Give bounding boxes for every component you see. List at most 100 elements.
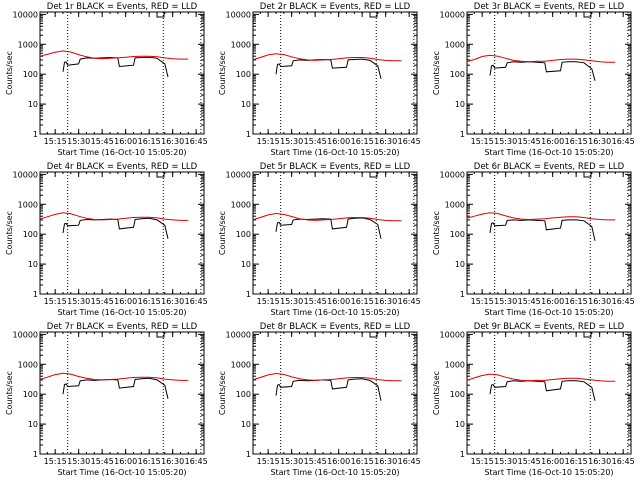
- lld-series-line: [39, 50, 189, 60]
- x-tick-label: 16:30: [374, 457, 397, 466]
- x-axis-label: Start Time (16-Oct-10 15:05:20): [57, 148, 186, 157]
- panel-title: Det 6r BLACK = Events, RED = LLD: [474, 162, 625, 172]
- x-tick-label: 15:45: [304, 297, 327, 306]
- lld-series-line: [39, 212, 189, 221]
- x-tick-label: 16:45: [185, 297, 208, 306]
- chart-panel-3: Det 3r BLACK = Events, RED = LLD 1 10 100 10…: [432, 2, 635, 157]
- y-axis-label: Counts/sec: [218, 371, 227, 415]
- plot-frame: [252, 171, 418, 295]
- y-tick-label: 10: [241, 100, 251, 109]
- x-tick-label: 16:30: [588, 457, 611, 466]
- y-tick-label: 1: [246, 130, 251, 139]
- y-tick-label: 1000: [18, 40, 38, 49]
- plot-frame: [39, 11, 205, 135]
- top-marker: [583, 12, 592, 18]
- x-tick-label: 15:45: [518, 137, 541, 146]
- x-tick-label: 15:45: [91, 137, 114, 146]
- y-tick-label: 1: [33, 290, 38, 299]
- x-tick-label: 16:45: [185, 457, 208, 466]
- events-series-line: [62, 217, 169, 239]
- x-tick-label: 16:30: [374, 297, 397, 306]
- x-tick-label: 15:15: [257, 297, 280, 306]
- x-tick-label: 16:45: [612, 297, 635, 306]
- x-tick-label: 16:30: [588, 137, 611, 146]
- events-series-line: [275, 217, 382, 239]
- y-axis-label: Counts/sec: [218, 211, 227, 255]
- y-axis-label: Counts/sec: [432, 371, 441, 415]
- chart-panel-9: Det 9r BLACK = Events, RED = LLD 1 10 100 10…: [432, 322, 635, 477]
- y-tick-label: 10: [28, 260, 38, 269]
- y-tick-label: 10000: [13, 330, 38, 339]
- y-tick-label: 10: [28, 100, 38, 109]
- y-tick-label: 100: [450, 390, 465, 399]
- x-tick-label: 16:30: [161, 137, 184, 146]
- panel-title: Det 2r BLACK = Events, RED = LLD: [260, 2, 411, 12]
- x-tick-label: 15:15: [257, 457, 280, 466]
- y-tick-label: 1000: [445, 40, 465, 49]
- lld-series-line: [39, 372, 189, 381]
- events-series-line: [489, 219, 596, 241]
- panel-title: Det 4r BLACK = Events, RED = LLD: [47, 162, 198, 172]
- x-tick-label: 16:45: [612, 457, 635, 466]
- x-tick-label: 16:15: [138, 297, 161, 306]
- y-axis-label: Counts/sec: [432, 211, 441, 255]
- plot-frame: [466, 331, 632, 455]
- events-series-line: [275, 58, 382, 79]
- panel-title: Det 8r BLACK = Events, RED = LLD: [260, 322, 411, 332]
- y-tick-label: 10000: [13, 170, 38, 179]
- x-tick-label: 16:00: [114, 137, 137, 146]
- x-tick-label: 16:00: [327, 137, 350, 146]
- lld-series-line: [466, 373, 616, 382]
- y-tick-label: 1000: [231, 40, 251, 49]
- x-tick-label: 15:30: [280, 457, 303, 466]
- plot-frame: [39, 171, 205, 295]
- x-tick-label: 15:30: [494, 137, 517, 146]
- y-tick-label: 100: [23, 390, 38, 399]
- top-marker: [583, 332, 592, 338]
- x-tick-label: 16:45: [398, 457, 421, 466]
- panel-title: Det 1r BLACK = Events, RED = LLD: [47, 2, 198, 12]
- y-tick-label: 1000: [231, 360, 251, 369]
- x-tick-label: 16:00: [114, 457, 137, 466]
- y-tick-label: 1: [246, 290, 251, 299]
- x-tick-label: 16:45: [398, 297, 421, 306]
- x-tick-label: 15:15: [257, 137, 280, 146]
- events-series-line: [489, 380, 596, 401]
- y-tick-label: 10000: [440, 330, 465, 339]
- x-tick-label: 15:30: [494, 457, 517, 466]
- x-tick-label: 16:00: [327, 297, 350, 306]
- y-tick-label: 1: [33, 130, 38, 139]
- top-marker: [369, 332, 378, 338]
- y-tick-label: 10000: [440, 170, 465, 179]
- x-tick-label: 16:30: [161, 457, 184, 466]
- x-tick-label: 15:15: [471, 297, 494, 306]
- y-tick-label: 100: [23, 70, 38, 79]
- lld-series-line: [466, 54, 616, 63]
- x-tick-label: 16:00: [541, 137, 564, 146]
- chart-panel-7: Det 7r BLACK = Events, RED = LLD 1 10 100 10…: [5, 322, 208, 477]
- plot-frame: [252, 331, 418, 455]
- chart-panel-2: Det 2r BLACK = Events, RED = LLD 1 10 100 10…: [218, 2, 421, 157]
- x-tick-label: 15:30: [67, 297, 90, 306]
- lld-series-line: [252, 212, 402, 222]
- x-tick-label: 15:15: [44, 137, 67, 146]
- x-axis-label: Start Time (16-Oct-10 15:05:20): [57, 308, 186, 317]
- lld-series-line: [466, 212, 616, 221]
- y-tick-label: 10: [28, 420, 38, 429]
- y-axis-label: Counts/sec: [432, 51, 441, 95]
- x-axis-label: Start Time (16-Oct-10 15:05:20): [270, 468, 399, 477]
- x-tick-label: 16:00: [327, 457, 350, 466]
- top-marker: [369, 172, 378, 178]
- x-axis-label: Start Time (16-Oct-10 15:05:20): [57, 468, 186, 477]
- y-tick-label: 100: [236, 230, 251, 239]
- y-tick-label: 1: [33, 450, 38, 459]
- x-axis-label: Start Time (16-Oct-10 15:05:20): [484, 308, 613, 317]
- x-tick-label: 15:45: [91, 457, 114, 466]
- x-axis-label: Start Time (16-Oct-10 15:05:20): [270, 308, 399, 317]
- x-axis-label: Start Time (16-Oct-10 15:05:20): [484, 468, 613, 477]
- y-axis-label: Counts/sec: [5, 371, 14, 415]
- panel-title: Det 9r BLACK = Events, RED = LLD: [474, 322, 625, 332]
- x-tick-label: 16:45: [612, 137, 635, 146]
- y-tick-label: 1: [460, 290, 465, 299]
- chart-panel-5: Det 5r BLACK = Events, RED = LLD 1 10 100 10…: [218, 162, 421, 317]
